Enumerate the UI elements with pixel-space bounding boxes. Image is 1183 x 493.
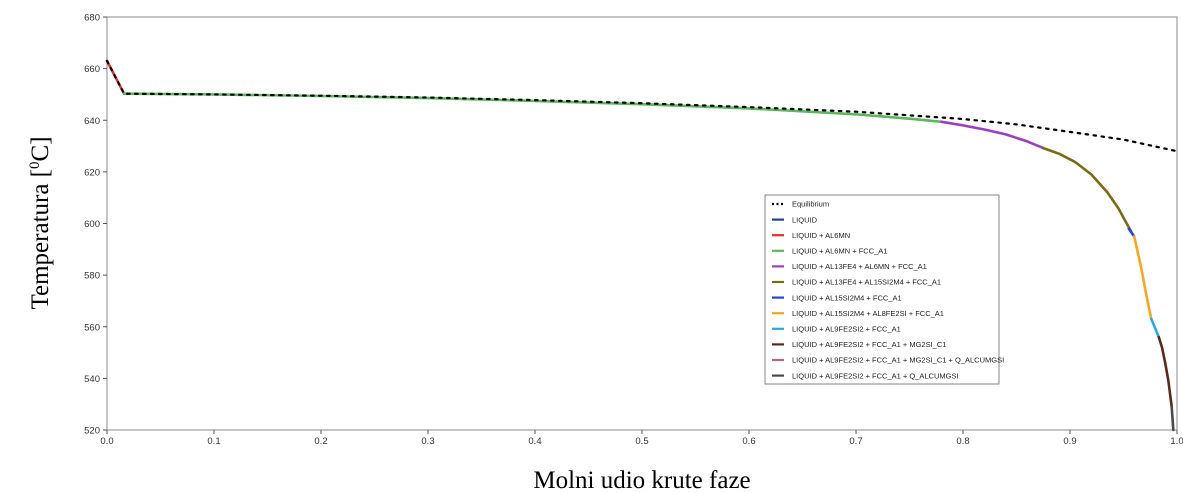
y-tick-label: 620	[84, 167, 100, 178]
x-axis-title: Molni udio krute faze	[533, 467, 750, 493]
legend-box	[764, 194, 1000, 385]
y-tick-label: 640	[84, 116, 100, 127]
y-tick-label: 520	[84, 426, 100, 437]
legend-entry: LIQUID + AL6MN + FCC_A1	[792, 247, 887, 256]
x-tick-label: 0.8	[956, 436, 969, 447]
y-tick-label: 540	[84, 374, 100, 385]
x-tick-label: 0.5	[635, 436, 648, 447]
legend-items: Equilibrium LIQUID LIQUID + AL6MN LIQUID + …	[772, 200, 1004, 380]
x-tick-label: 0.9	[1063, 436, 1076, 447]
legend-entry: LIQUID + AL6MN	[792, 231, 850, 240]
series-line	[1042, 146, 1133, 233]
x-tick-label: 0.2	[314, 436, 327, 447]
x-tick-label: 0.4	[528, 436, 541, 447]
x-tick-label: 0.6	[742, 436, 755, 447]
x-tick-label: 0.1	[207, 436, 220, 447]
series-line	[1150, 317, 1161, 339]
legend-entry: LIQUID + AL15SI2M4 + AL8FE2SI + FCC_A1	[792, 309, 944, 318]
y-tick-label: 660	[84, 64, 100, 75]
legend-entry: LIQUID	[792, 215, 818, 224]
legend-entry: LIQUID + AL9FE2SI2 + FCC_A1	[792, 325, 901, 334]
legend-entry: LIQUID + AL13FE4 + AL6MN + FCC_A1	[792, 262, 927, 271]
series-line	[940, 120, 1045, 150]
series-line	[1132, 235, 1153, 321]
series-line	[1157, 335, 1173, 409]
x-axis-ticks: 0.0 0.1 0.2 0.3 0.4 0.5 0.6 0.7 0.8 0.9 1.0	[100, 430, 1183, 447]
y-tick-label: 580	[84, 271, 100, 282]
legend-entry: LIQUID + AL9FE2SI2 + FCC_A1 + Q_ALCUMGSI	[792, 371, 959, 380]
y-axis-title-end: C]	[27, 136, 54, 161]
series-line	[1170, 405, 1175, 432]
x-tick-label: 0.7	[849, 436, 862, 447]
legend-entry: LIQUID + AL13FE4 + AL15SI2M4 + FCC_A1	[792, 278, 941, 287]
y-axis-title: Temperatura [0C]	[27, 136, 54, 309]
series-lines	[105, 59, 1179, 432]
series-line	[105, 59, 1179, 153]
y-axis-title-main: Temperatura [	[27, 169, 54, 310]
legend-entry: Equilibrium	[792, 200, 829, 209]
y-axis-title-superscript: 0	[27, 161, 43, 169]
y-tick-label: 600	[84, 219, 100, 230]
y-tick-label: 680	[84, 13, 100, 24]
legend-entry: LIQUID + AL9FE2SI2 + FCC_A1 + MG2SI_C1 +…	[792, 356, 1004, 365]
legend: Equilibrium LIQUID LIQUID + AL6MN LIQUID + …	[764, 194, 1004, 385]
legend-entry: LIQUID + AL15SI2M4 + FCC_A1	[792, 293, 902, 302]
series-line	[1127, 227, 1136, 238]
series-line	[122, 92, 943, 124]
legend-entry: LIQUID + AL9FE2SI2 + FCC_A1 + MG2SI_C1	[792, 340, 946, 349]
x-tick-label: 0.0	[100, 436, 113, 447]
x-tick-label: 0.3	[421, 436, 434, 447]
y-axis-ticks: 520 540 560 580 600 620 640 660 680	[84, 13, 107, 437]
plot-area	[106, 16, 1178, 431]
y-tick-label: 560	[84, 322, 100, 333]
x-tick-label: 1.0	[1170, 436, 1183, 447]
